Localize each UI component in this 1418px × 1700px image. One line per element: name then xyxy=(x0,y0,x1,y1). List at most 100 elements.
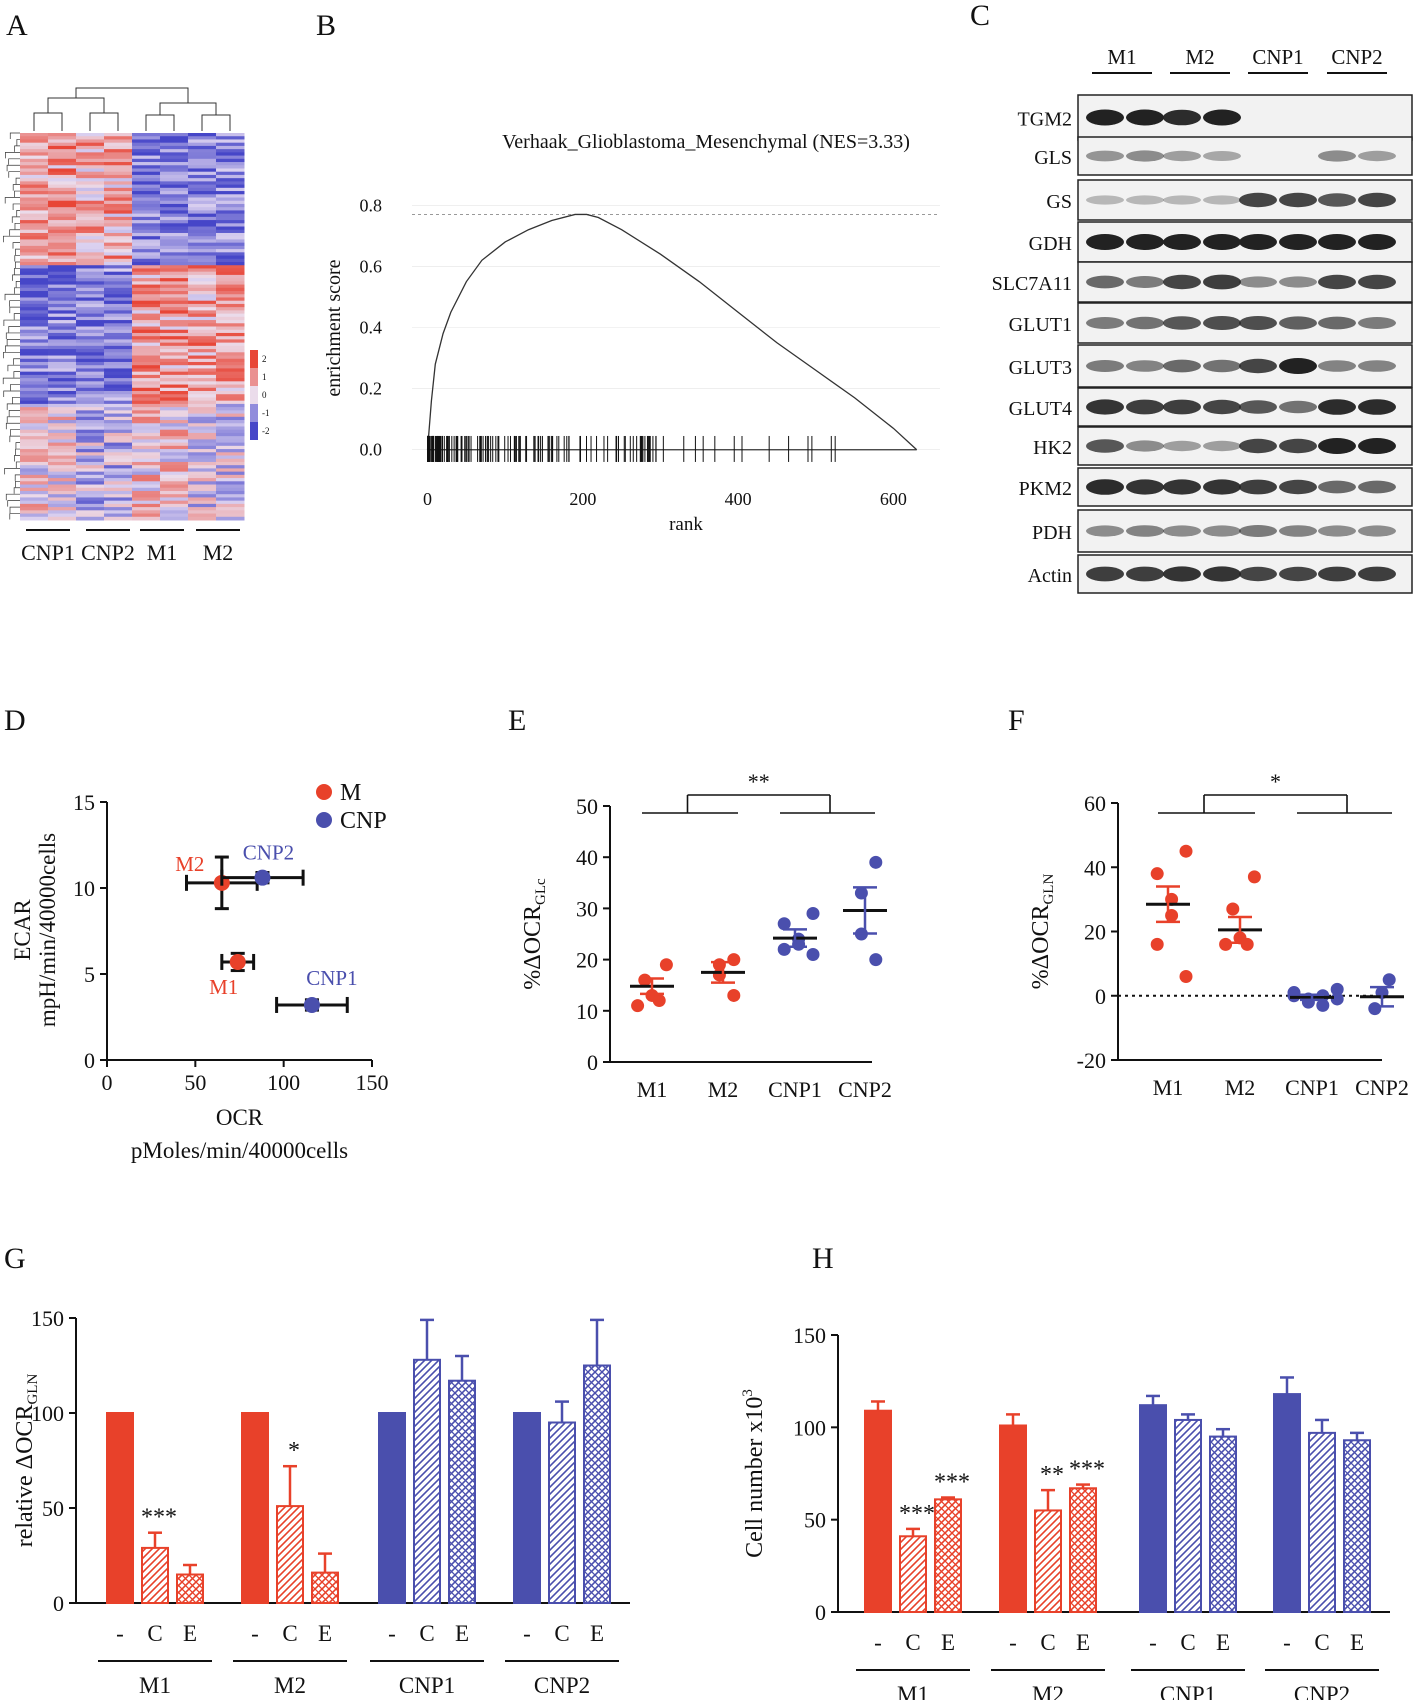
heatmap-cell xyxy=(160,374,189,379)
heatmap-cell xyxy=(20,300,49,305)
dendrogram-branch xyxy=(3,319,20,327)
protein-label-PKM2: PKM2 xyxy=(1019,478,1072,500)
heatmap-cell xyxy=(20,361,49,366)
heatmap-cell xyxy=(188,223,217,228)
heatmap-cell xyxy=(48,378,77,382)
heatmap-cell xyxy=(20,349,49,353)
heatmap-cell xyxy=(216,326,245,331)
heatmap-cell xyxy=(76,384,105,389)
x-tick-E: CNP2 xyxy=(838,1077,892,1102)
heatmap-cell xyxy=(188,510,217,515)
heatmap-cell xyxy=(20,494,49,498)
heatmap-cell xyxy=(188,397,217,402)
heatmap-cell xyxy=(188,178,217,182)
heatmap-cell xyxy=(160,339,189,344)
heatmap-cell xyxy=(20,342,49,347)
heatmap-cell xyxy=(48,361,77,366)
heatmap-cell xyxy=(48,310,77,315)
heatmap-cell xyxy=(132,342,161,347)
heatmap-cell xyxy=(76,400,105,405)
protein-label-TGM2: TGM2 xyxy=(1018,109,1072,131)
heatmap-cell xyxy=(104,174,133,179)
protein-label-HK2: HK2 xyxy=(1033,437,1072,459)
dendrogram-branch xyxy=(14,455,20,462)
heatmap-cell xyxy=(48,355,77,360)
bar-G-M2 xyxy=(276,1505,304,1604)
heatmap-cell xyxy=(76,210,105,215)
column-dendrogram xyxy=(33,87,231,131)
heatmap-cell xyxy=(76,187,105,192)
x-label-D: OCR xyxy=(216,1105,264,1130)
heatmap-cell xyxy=(76,174,105,179)
heatmap-cell xyxy=(160,413,189,418)
condition-label-H: E xyxy=(941,1630,955,1655)
heatmap-cell xyxy=(188,165,217,169)
heatmap-cell xyxy=(132,455,161,460)
heatmap-cell xyxy=(48,445,77,450)
condition-label-H: E xyxy=(1350,1630,1364,1655)
y-tick-F: 40 xyxy=(1084,855,1106,880)
heatmap-cell xyxy=(76,484,105,489)
heatmap-cell xyxy=(132,426,161,431)
bar-H-CNP1 xyxy=(1209,1435,1237,1613)
heatmap-cell xyxy=(188,320,217,324)
dendrogram-branch xyxy=(14,145,20,152)
heatmap-cell xyxy=(216,449,245,453)
blot-band xyxy=(1358,274,1396,290)
heatmap-cell xyxy=(188,413,217,418)
y-tick-B: 0.6 xyxy=(360,256,383,276)
heatmap-cell xyxy=(20,158,49,163)
heatmap-cell xyxy=(20,200,49,205)
heatmap-cell xyxy=(76,142,105,147)
heatmap-cell xyxy=(76,145,105,150)
heatmap-cell xyxy=(132,332,161,337)
y-tick-B: 0.8 xyxy=(360,195,383,215)
heatmap-cell xyxy=(188,313,217,318)
heatmap-cell xyxy=(20,336,49,340)
heatmap-cell xyxy=(160,136,189,140)
heatmap-cell xyxy=(160,345,189,350)
heatmap-cell xyxy=(76,394,105,398)
heatmap-cell xyxy=(160,171,189,176)
heatmap-cell xyxy=(76,133,105,137)
heatmap-cell xyxy=(48,449,77,453)
heatmap-cell xyxy=(188,297,217,302)
dendrogram-branch xyxy=(9,506,20,514)
x-tick-F: CNP1 xyxy=(1285,1075,1339,1100)
heatmap-cell xyxy=(216,258,245,263)
sig-label-G: *** xyxy=(141,1505,177,1531)
heatmap-cell xyxy=(160,184,189,189)
heatmap-cell xyxy=(132,294,161,298)
heatmap-cell xyxy=(104,429,133,434)
heatmap-cell xyxy=(20,487,49,492)
heatmap-cell xyxy=(188,365,217,369)
data-point-F xyxy=(1316,998,1330,1012)
enrichment-curve xyxy=(426,213,918,451)
heatmap-cell xyxy=(160,316,189,321)
heatmap-cell xyxy=(20,133,49,137)
data-point-F xyxy=(1240,937,1254,951)
group-label-G-CNP1: CNP1 xyxy=(399,1673,455,1698)
heatmap-cell xyxy=(160,513,189,518)
heatmap-cell xyxy=(160,368,189,373)
heatmap-cell xyxy=(104,249,133,253)
heatmap-cell xyxy=(216,152,245,157)
heatmap-cell xyxy=(76,223,105,228)
heatmap-cell xyxy=(188,303,217,308)
heatmap-cell xyxy=(104,168,133,173)
heatmap-cell xyxy=(76,297,105,302)
heatmap-cell xyxy=(20,384,49,389)
heatmap-cell xyxy=(160,371,189,376)
data-point-CNP1 xyxy=(303,996,320,1013)
heatmap-cell xyxy=(104,481,133,486)
heatmap-cell xyxy=(216,439,245,444)
x-tick-E: M1 xyxy=(637,1077,668,1102)
legend-marker-CNP xyxy=(316,812,332,828)
group-label-H-CNP1: CNP1 xyxy=(1160,1682,1216,1700)
group-label-H-CNP2: CNP2 xyxy=(1294,1682,1350,1700)
x-tick-B: 600 xyxy=(880,489,907,509)
heatmap-cell xyxy=(104,245,133,250)
heatmap-cell xyxy=(188,391,217,395)
blot-band xyxy=(1239,438,1277,454)
